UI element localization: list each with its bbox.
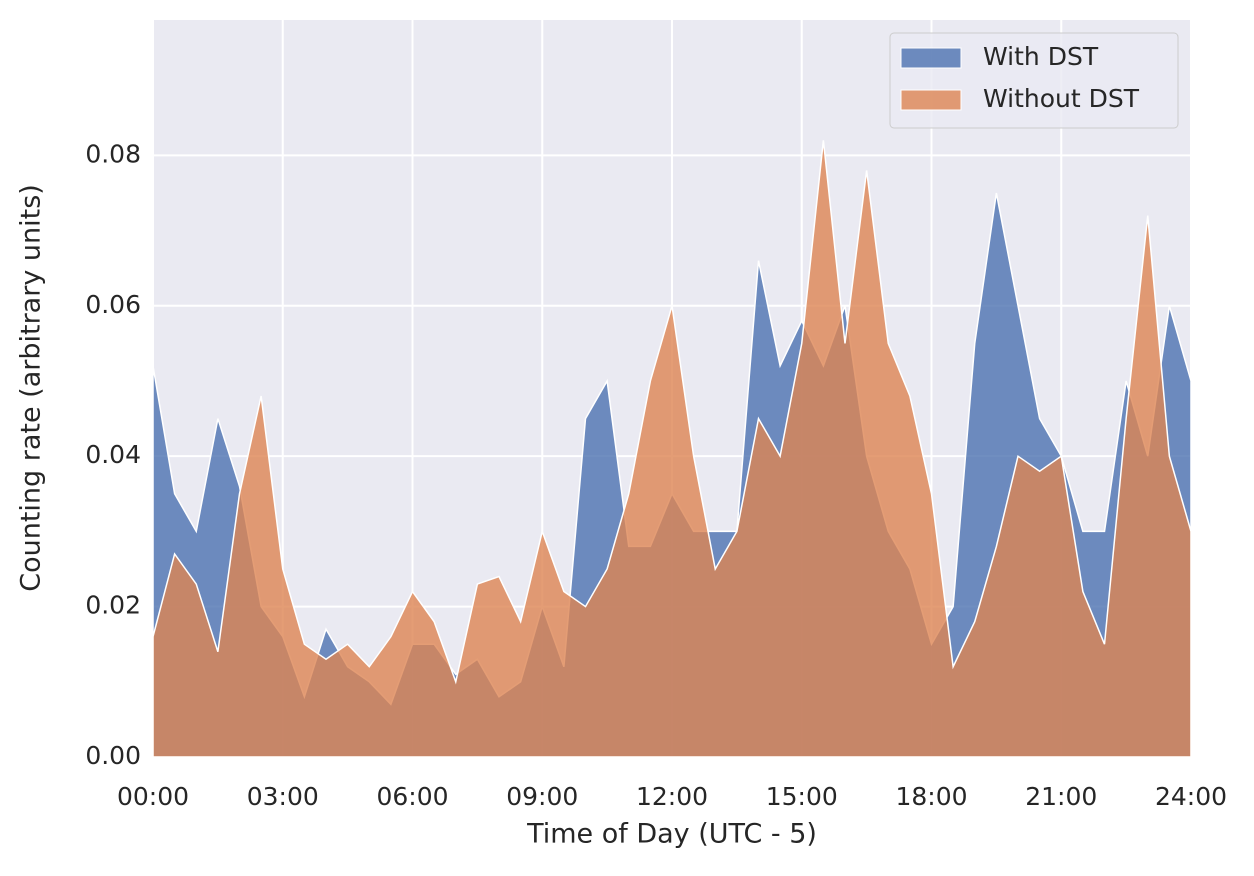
y-tick-label: 0.06 <box>85 290 141 319</box>
x-tick-label: 00:00 <box>117 782 189 811</box>
y-tick-label: 0.08 <box>85 139 141 168</box>
x-tick-label: 15:00 <box>766 782 838 811</box>
areas <box>152 140 1192 758</box>
y-tick-label: 0.00 <box>85 741 141 770</box>
area <box>152 140 1192 758</box>
x-axis-title: Time of Day (UTC - 5) <box>526 819 817 850</box>
legend-swatch <box>900 89 962 111</box>
y-tick-label: 0.04 <box>85 440 141 469</box>
legend-label: With DST <box>983 42 1099 71</box>
x-tick-label: 24:00 <box>1155 782 1227 811</box>
legend-box <box>889 32 1179 129</box>
y-tick-label: 0.02 <box>85 591 141 620</box>
legend: With DST Without DST <box>889 32 1179 129</box>
x-tick-label: 18:00 <box>895 782 967 811</box>
legend-label: Without DST <box>983 84 1140 113</box>
x-tick-label: 06:00 <box>376 782 448 811</box>
x-tick-label: 03:00 <box>247 782 319 811</box>
x-tick-label: 12:00 <box>636 782 708 811</box>
y-axis-title: Counting rate (arbitrary units) <box>16 184 47 592</box>
x-tick-label: 09:00 <box>506 782 578 811</box>
x-tick-label: 21:00 <box>1025 782 1097 811</box>
legend-swatch <box>900 47 962 69</box>
